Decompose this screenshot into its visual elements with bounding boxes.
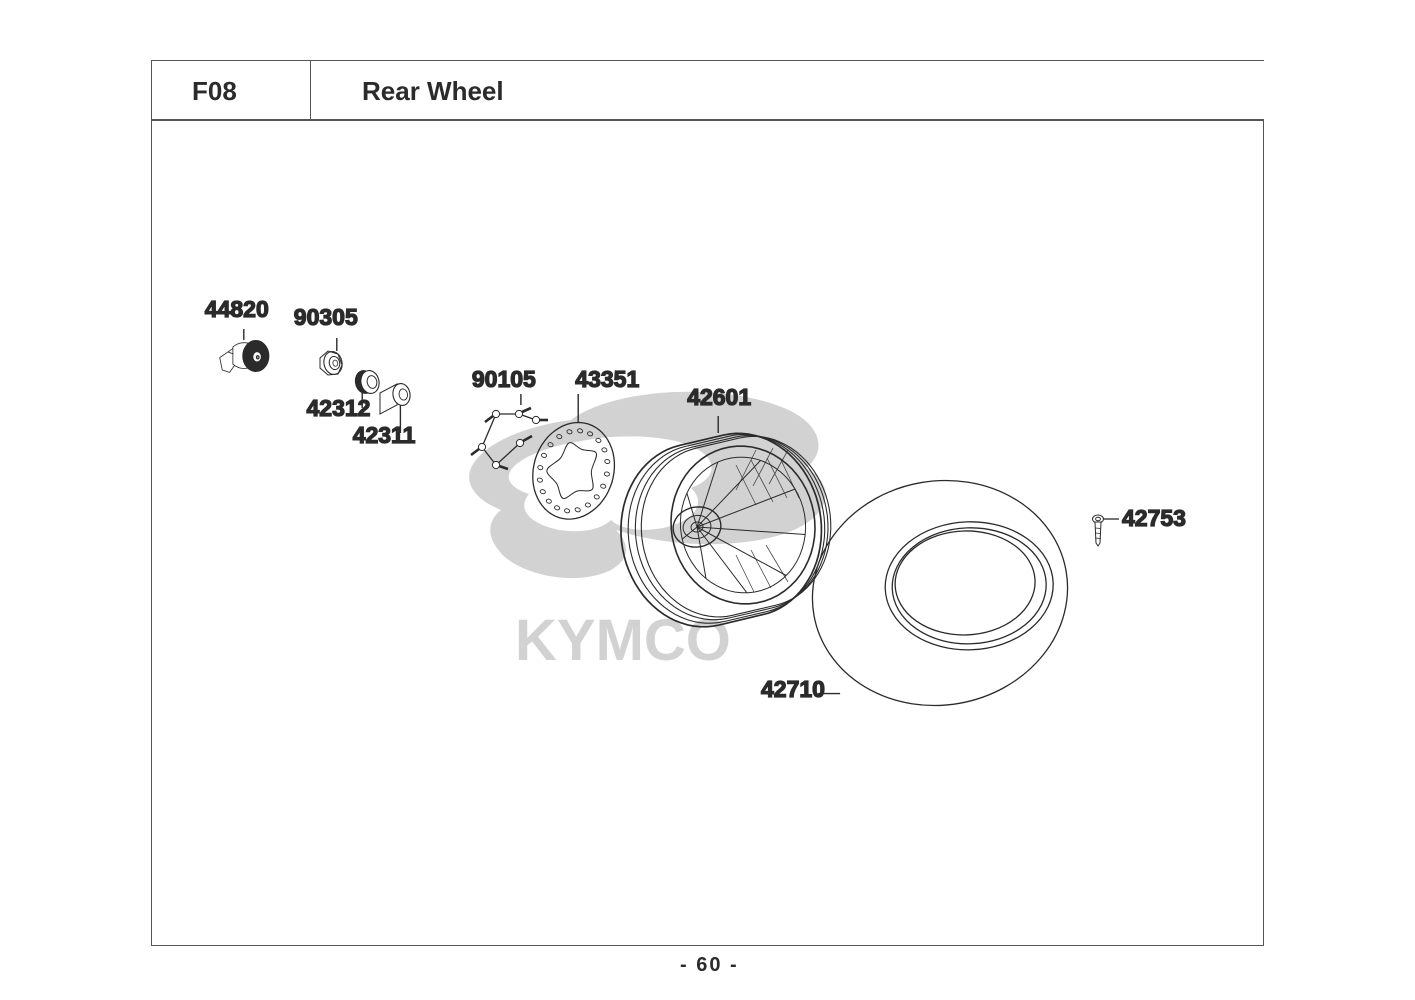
svg-text:90305: 90305	[294, 304, 358, 330]
svg-text:42311: 42311	[353, 422, 416, 448]
svg-text:42710: 42710	[761, 676, 825, 702]
svg-text:44820: 44820	[205, 296, 269, 322]
svg-text:42601: 42601	[687, 384, 751, 410]
svg-text:90105: 90105	[472, 366, 536, 392]
svg-text:43351: 43351	[575, 366, 639, 392]
svg-text:42312: 42312	[307, 395, 371, 421]
svg-text:42753: 42753	[1122, 505, 1186, 531]
